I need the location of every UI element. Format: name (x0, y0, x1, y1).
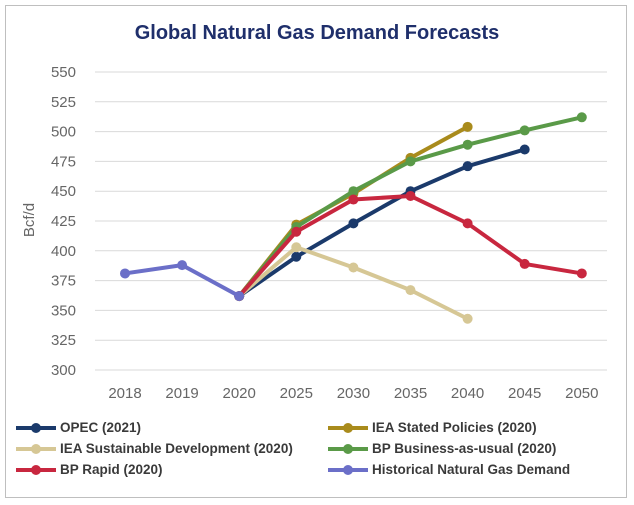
data-point (462, 313, 473, 324)
x-tick-label: 2018 (108, 385, 141, 402)
data-point (177, 260, 188, 271)
data-point (348, 262, 359, 273)
data-point (462, 161, 473, 172)
legend-item: BP Rapid (2020) (16, 462, 163, 477)
legend-label: Historical Natural Gas Demand (372, 462, 571, 477)
y-tick-label: 450 (51, 183, 76, 200)
data-point (291, 251, 302, 262)
legend-item: IEA Sustainable Development (2020) (16, 441, 293, 456)
data-point (576, 112, 587, 123)
legend-item: IEA Stated Policies (2020) (328, 420, 537, 435)
legend-item: OPEC (2021) (16, 420, 141, 435)
y-tick-label: 500 (51, 124, 76, 141)
x-tick-label: 2030 (337, 385, 370, 402)
y-tick-label: 425 (51, 213, 76, 230)
legend-label: BP Business-as-usual (2020) (372, 441, 557, 456)
data-point (519, 125, 530, 136)
legend-swatch (16, 464, 56, 475)
data-point (291, 226, 302, 237)
legend-label: IEA Sustainable Development (2020) (60, 441, 293, 456)
data-point (462, 139, 473, 150)
y-tick-label: 300 (51, 362, 76, 379)
data-point (462, 218, 473, 229)
x-tick-label: 2025 (280, 385, 313, 402)
y-axis-label: Bcf/d (21, 203, 38, 237)
data-point (405, 285, 416, 296)
data-point (519, 144, 530, 155)
legend-swatch (16, 422, 56, 433)
data-point (405, 190, 416, 201)
series-line (237, 115, 584, 299)
series-3 (234, 112, 587, 302)
legend-item: BP Business-as-usual (2020) (328, 441, 556, 456)
legend-swatch (16, 443, 56, 454)
legend-swatch (328, 443, 368, 454)
y-tick-label: 375 (51, 273, 76, 290)
x-tick-label: 2019 (165, 385, 198, 402)
data-point (348, 218, 359, 229)
y-tick-label: 550 (51, 64, 76, 81)
y-axis-ticks: 300 325 350 375 400 425 450 475 500 525 550 (51, 64, 76, 379)
data-point (291, 242, 302, 253)
legend-label: OPEC (2021) (60, 420, 142, 435)
y-tick-label: 400 (51, 243, 76, 260)
x-tick-label: 2040 (451, 385, 484, 402)
series-group (120, 112, 587, 324)
data-point (462, 121, 473, 132)
data-point (405, 156, 416, 167)
data-point (348, 186, 359, 197)
legend-item: Historical Natural Gas Demand (328, 462, 570, 477)
chart-title: Global Natural Gas Demand Forecasts (134, 22, 500, 44)
data-point (120, 268, 130, 279)
x-tick-label: 2045 (508, 385, 541, 402)
legend-swatch (328, 422, 368, 433)
x-tick-label: 2050 (565, 385, 598, 402)
data-point (234, 291, 245, 302)
legend-swatch (328, 464, 368, 475)
series-4 (234, 190, 587, 302)
chart-frame (5, 5, 627, 498)
y-tick-label: 325 (51, 332, 76, 349)
legend-label: BP Rapid (2020) (60, 462, 163, 477)
y-tick-label: 525 (51, 94, 76, 111)
y-tick-label: 475 (51, 153, 76, 170)
data-point (348, 194, 359, 205)
series-line (237, 147, 527, 299)
series-5 (120, 260, 245, 302)
x-tick-label: 2020 (223, 385, 256, 402)
x-tick-label: 2035 (394, 385, 427, 402)
legend-label: IEA Stated Policies (2020) (372, 420, 537, 435)
x-axis-ticks: 2018 2019 2020 2025 2030 2035 2040 2045 2050 (108, 385, 598, 402)
y-tick-label: 350 (51, 302, 76, 319)
data-point (576, 268, 587, 279)
data-point (519, 258, 530, 269)
